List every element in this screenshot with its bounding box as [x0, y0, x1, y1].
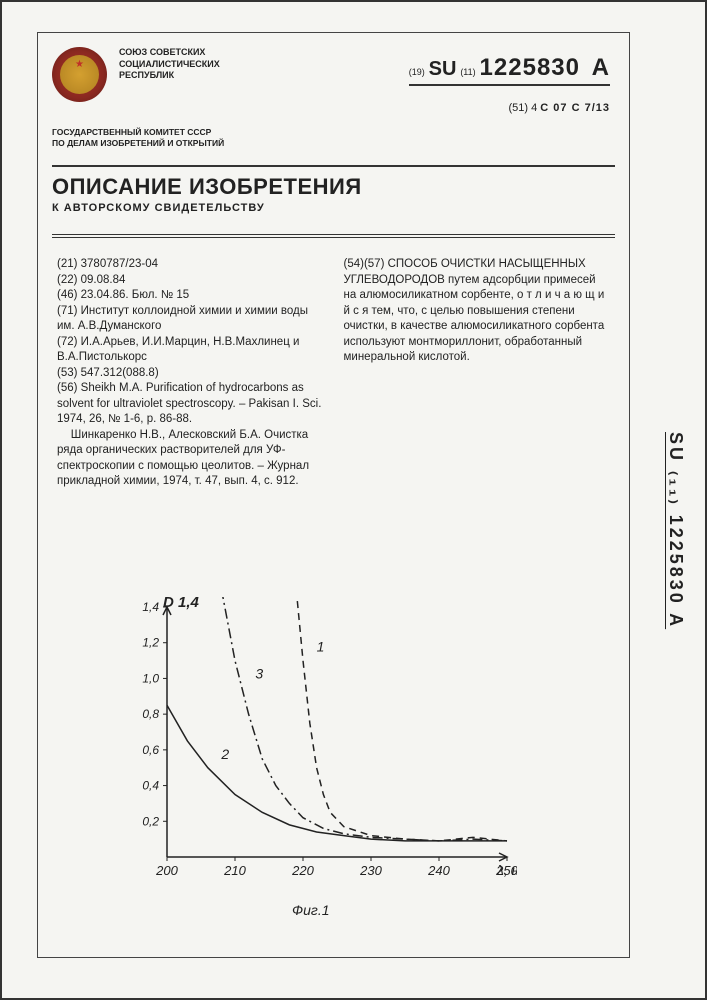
field-21: (21) 3780787/23-04	[57, 257, 324, 273]
divider-1	[52, 165, 615, 167]
title-block: ОПИСАНИЕ ИЗОБРЕТЕНИЯ К АВТОРСКОМУ СВИДЕТ…	[52, 174, 362, 214]
right-column: (54)(57) СПОСОБ ОЧИСТКИ НАСЫЩЕННЫХ УГЛЕВ…	[344, 257, 611, 490]
field-56a: (56) Sheikh M.A. Purification of hydroca…	[57, 381, 324, 428]
figure-1: 0,20,40,60,81,01,21,4200210220230240250D…	[117, 597, 517, 897]
ipc-code: С 07 С 7/13	[540, 102, 610, 114]
field-56b: Шинкаренко Н.В., Алесковский Б.А. Очистк…	[57, 428, 324, 490]
svg-text:0,4: 0,4	[142, 779, 159, 793]
field-72: (72) И.А.Арьев, И.И.Марцин, Н.В.Махлинец…	[57, 335, 324, 366]
field-71: (71) Институт коллоидной химии и химии в…	[57, 304, 324, 335]
doc-number-block: (19) SU (11) 1225830 A	[409, 54, 610, 86]
abstract: (54)(57) СПОСОБ ОЧИСТКИ НАСЫЩЕННЫХ УГЛЕВ…	[344, 257, 611, 366]
code-19: (19)	[409, 67, 425, 77]
patent-page: СОЮЗ СОВЕТСКИХ СОЦИАЛИСТИЧЕСКИХ РЕСПУБЛИ…	[0, 0, 707, 1000]
committee-name: ГОСУДАРСТВЕННЫЙ КОМИТЕТ СССР ПО ДЕЛАМ ИЗ…	[52, 127, 224, 149]
svg-text:210: 210	[223, 863, 246, 878]
kind-code: A	[592, 54, 610, 81]
union-name: СОЮЗ СОВЕТСКИХ СОЦИАЛИСТИЧЕСКИХ РЕСПУБЛИ…	[119, 47, 220, 102]
ipc-block: (51) 4 С 07 С 7/13	[508, 102, 610, 114]
svg-text:1: 1	[317, 639, 325, 655]
svg-text:1,2: 1,2	[142, 636, 159, 650]
svg-text:0,6: 0,6	[142, 743, 159, 757]
title-sub: К АВТОРСКОМУ СВИДЕТЕЛЬСТВУ	[52, 202, 362, 214]
svg-text:λ, нм: λ, нм	[496, 862, 517, 878]
svg-text:0,8: 0,8	[142, 707, 159, 721]
svg-text:0,2: 0,2	[142, 814, 159, 828]
vertical-doc-id: SU ₍₁₁₎ 1225830 A	[665, 432, 687, 629]
field-53: (53) 547.312(088.8)	[57, 366, 324, 382]
field-46: (46) 23.04.86. Бюл. № 15	[57, 288, 324, 304]
figure-caption: Фиг.1	[292, 902, 330, 918]
chart-svg: 0,20,40,60,81,01,21,4200210220230240250D…	[117, 597, 517, 897]
left-column: (21) 3780787/23-04 (22) 09.08.84 (46) 23…	[57, 257, 324, 490]
field-22: (22) 09.08.84	[57, 273, 324, 289]
code-11: (11)	[460, 67, 475, 77]
svg-text:200: 200	[155, 863, 178, 878]
country-code: SU	[429, 58, 457, 80]
divider-3	[52, 237, 615, 238]
ipc-label: (51) 4	[508, 102, 537, 114]
svg-text:3: 3	[255, 665, 263, 681]
title-main: ОПИСАНИЕ ИЗОБРЕТЕНИЯ	[52, 174, 362, 200]
svg-text:220: 220	[291, 863, 314, 878]
svg-text:2: 2	[220, 746, 229, 762]
svg-text:1,4: 1,4	[142, 600, 159, 614]
patent-number: 1225830	[480, 54, 580, 81]
svg-text:D 1,4: D 1,4	[163, 597, 200, 611]
svg-text:1,0: 1,0	[142, 671, 159, 685]
divider-2	[52, 234, 615, 235]
ussr-emblem-icon	[52, 47, 107, 102]
svg-text:230: 230	[359, 863, 382, 878]
body-columns: (21) 3780787/23-04 (22) 09.08.84 (46) 23…	[57, 257, 610, 490]
svg-text:240: 240	[427, 863, 450, 878]
